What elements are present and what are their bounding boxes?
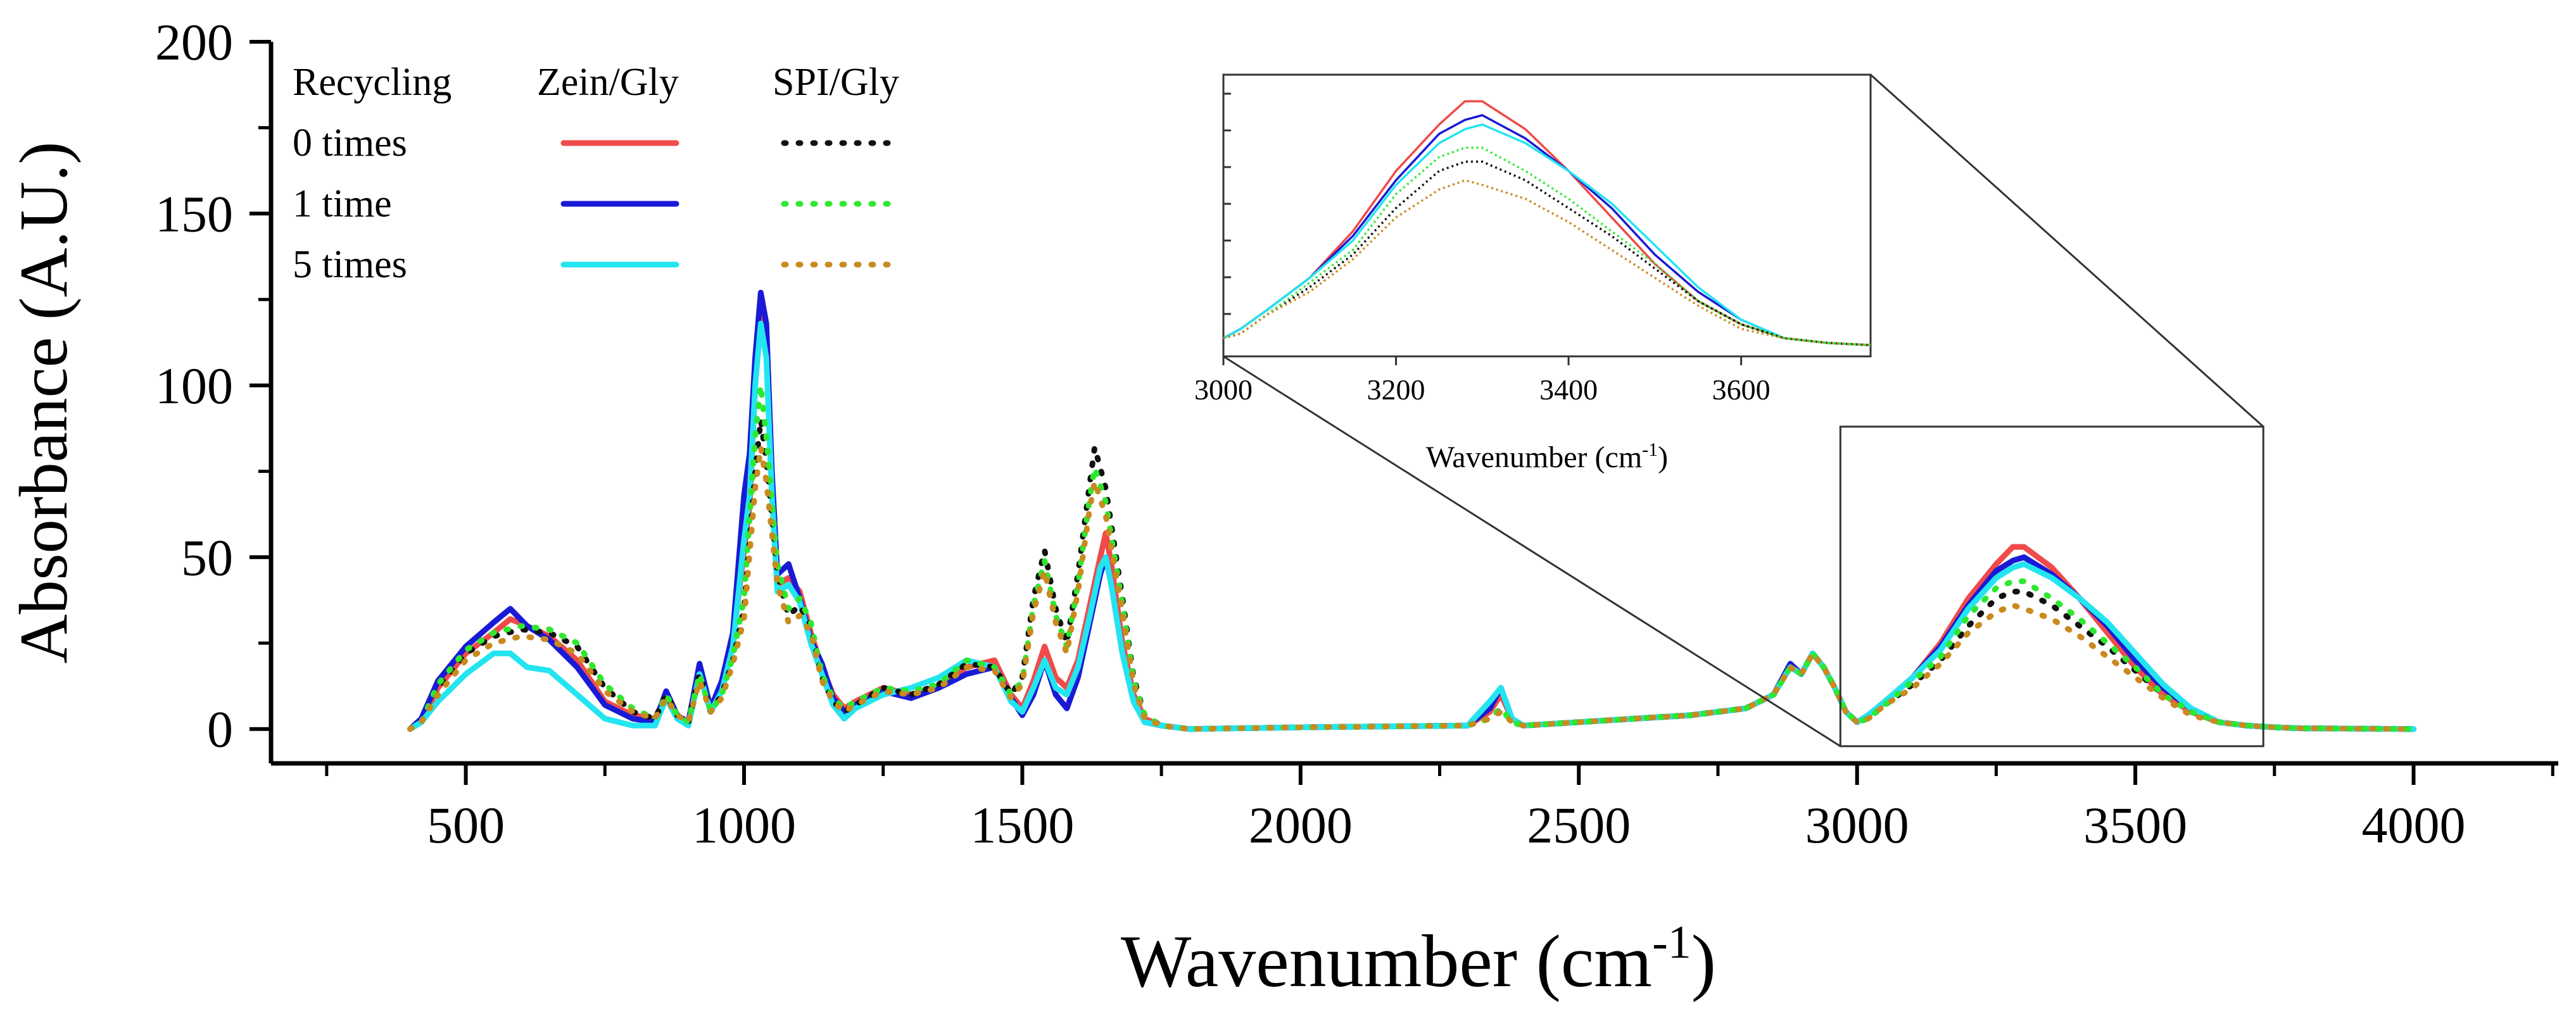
inset-x-title-main: Wavenumber (cm: [1426, 441, 1642, 474]
legend-row-0: 0 times: [293, 122, 407, 165]
inset-plot: 3000 3200 3400 3600 Wavenumber (cm-1): [1194, 73, 1872, 474]
series-line-2: [407, 320, 2416, 732]
inset-series-line-5: [1223, 179, 1871, 347]
zoom-connector-left: [1223, 355, 1841, 748]
inset-background: [1222, 73, 1872, 358]
main-plot-series: [407, 289, 2416, 732]
x-tick-label: 2500: [1527, 796, 1631, 854]
inset-x-tick-label: 3200: [1367, 373, 1425, 406]
legend: Recycling Zein/Gly SPI/Gly 0 times 1 tim…: [293, 61, 900, 286]
zoom-connector-right: [1869, 73, 2264, 428]
inset-x-title-superscript: -1: [1642, 439, 1658, 460]
inset-series-line-2: [1223, 123, 1871, 347]
y-tick-label: 0: [207, 701, 233, 758]
x-axis-title: Wavenumber (cm-1): [1121, 917, 1716, 1003]
inset-ticks: 3000 3200 3400 3600: [1194, 92, 1771, 406]
x-tick-label: 3000: [1805, 796, 1909, 854]
inset-series-line-3: [1223, 160, 1871, 347]
y-tick-label: 200: [155, 13, 233, 71]
x-tick-label: 3500: [2083, 796, 2187, 854]
inset-series: [1223, 100, 1871, 347]
x-axis-title-superscript: -1: [1652, 917, 1691, 968]
legend-swatches: [560, 140, 900, 268]
y-tick-label: 50: [181, 529, 233, 586]
inset-x-tick-label: 3400: [1539, 373, 1598, 406]
x-axis-title-main: Wavenumber (cm: [1121, 920, 1652, 1003]
x-tick-label: 2000: [1249, 796, 1353, 854]
x-tick-label: 500: [427, 796, 505, 854]
inset-x-tick-label: 3600: [1712, 373, 1771, 406]
legend-header: Recycling: [293, 61, 451, 104]
legend-group-spi: SPI/Gly: [773, 61, 899, 104]
zoom-region: [1223, 73, 2264, 748]
legend-row-1: 1 time: [293, 182, 392, 225]
legend-group-zein: Zein/Gly: [537, 61, 679, 104]
inset-x-title-close: ): [1658, 441, 1668, 474]
x-axis-title-close: ): [1691, 920, 1716, 1003]
series-line-4: [407, 382, 2416, 732]
y-tick-label: 100: [155, 357, 233, 415]
x-tick-label: 1500: [970, 796, 1074, 854]
zoom-box: [1839, 425, 2264, 748]
y-axis-title-text: Absorbance (A.U.): [6, 142, 82, 664]
x-tick-label: 1000: [692, 796, 796, 854]
inset-x-tick-label: 3000: [1194, 373, 1253, 406]
inset-x-axis-title: Wavenumber (cm-1): [1426, 439, 1668, 474]
x-tick-label: 4000: [2362, 796, 2466, 854]
axis-ticks: 500 1000 1500 2000 2500 3000 3500 4000 0 50 100 150…: [155, 13, 2554, 854]
legend-row-2: 5 times: [293, 243, 407, 286]
y-axis-title: Absorbance (A.U.): [6, 142, 82, 664]
series-line-5: [407, 444, 2416, 732]
y-tick-label: 150: [155, 185, 233, 242]
